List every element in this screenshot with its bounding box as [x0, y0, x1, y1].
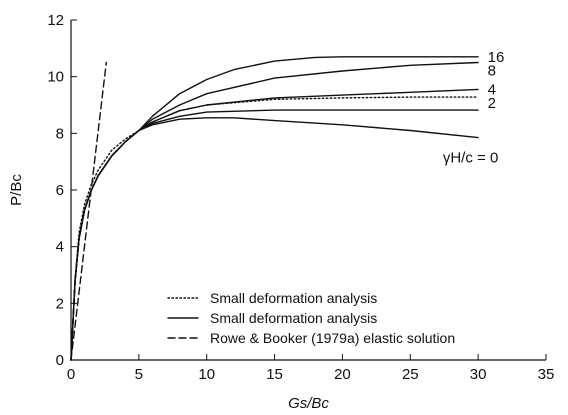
x-tick-label: 20	[334, 366, 351, 383]
series-lines	[70, 56, 479, 361]
y-tick-label: 6	[56, 182, 64, 199]
x-tick-label: 5	[135, 366, 143, 383]
x-axis-label: Gs/Bc	[288, 395, 329, 412]
x-tick-label: 30	[470, 366, 487, 383]
y-axis-label: P/Bc	[8, 174, 25, 206]
legend-label: Rowe & Booker (1979a) elastic solution	[210, 330, 455, 346]
curve-end-label: 16	[488, 49, 505, 66]
x-tick-label: 15	[266, 366, 283, 383]
y-tick-label: 4	[56, 239, 64, 256]
series-line-6	[70, 61, 108, 361]
y-tick-label: 10	[47, 69, 64, 86]
legend-label: Small deformation analysis	[210, 310, 377, 326]
curve-end-label: 2	[488, 95, 496, 112]
legend-label: Small deformation analysis	[210, 290, 377, 306]
curve-end-label: 4	[488, 81, 496, 98]
curve-end-label: 8	[488, 63, 496, 80]
y-tick-label: 12	[47, 12, 64, 29]
legend: Small deformation analysis Small deformat…	[167, 290, 455, 346]
y-tick-label: 8	[56, 125, 64, 142]
x-tick-label: 35	[538, 366, 555, 383]
axes	[70, 19, 547, 361]
x-tick-label: 25	[402, 366, 419, 383]
series-line-3	[70, 96, 479, 361]
curve-end-label: γH/c = 0	[443, 150, 498, 167]
x-tick-label: 10	[198, 366, 215, 383]
y-tick-label: 2	[56, 295, 64, 312]
series-line-5	[70, 117, 479, 361]
y-tick-label: 0	[56, 352, 64, 369]
x-tick-label: 0	[67, 366, 75, 383]
